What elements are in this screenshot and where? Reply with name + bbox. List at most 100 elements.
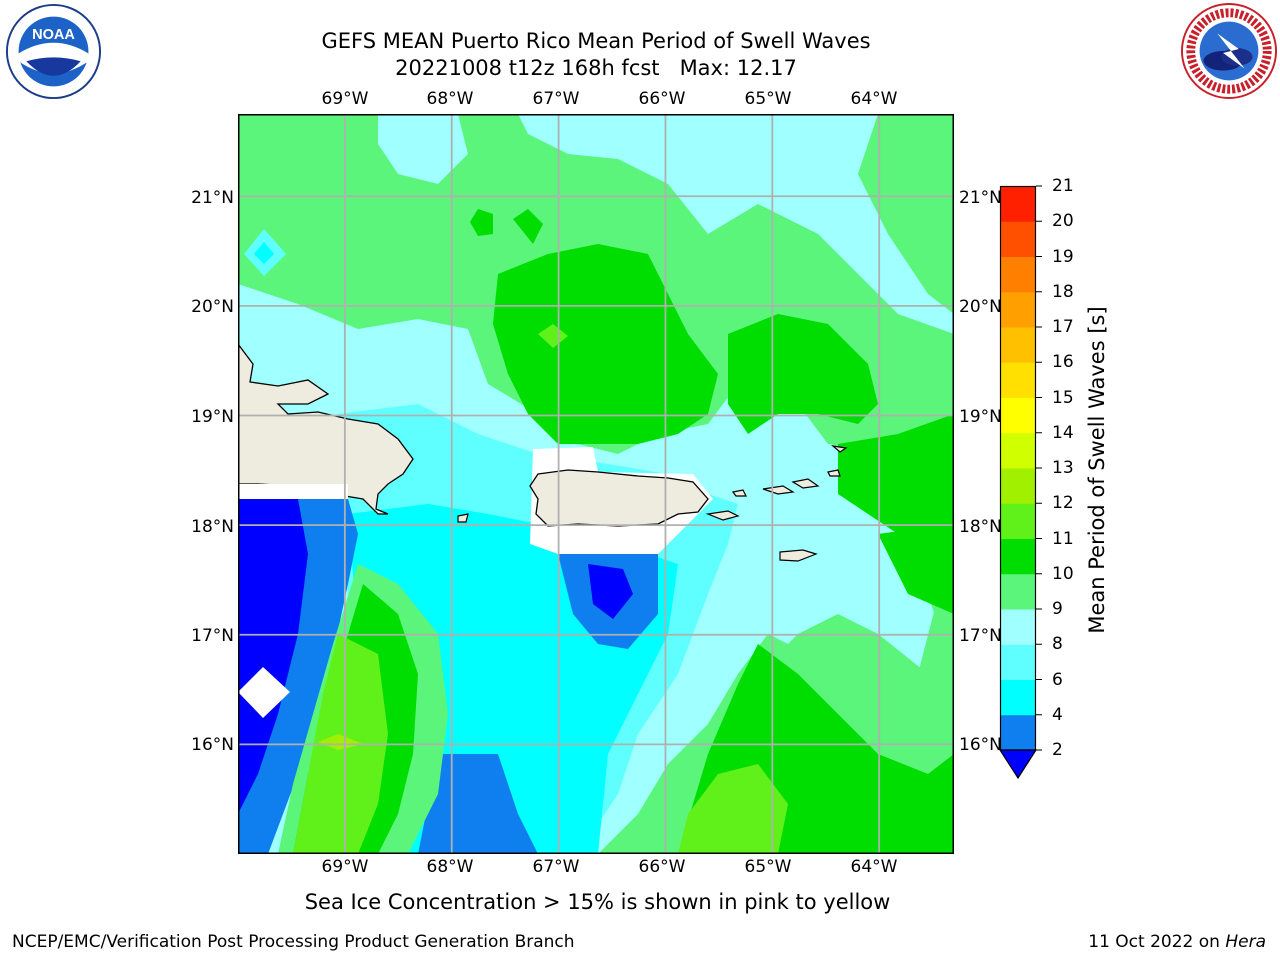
lon-tick-top: 66°W — [638, 89, 686, 109]
colorbar-tick-label: 16 — [1052, 352, 1074, 373]
lon-tick-bottom: 65°W — [744, 857, 792, 877]
sea-ice-footnote: Sea Ice Concentration > 15% is shown in … — [304, 890, 891, 914]
puerto-rico-landmass — [529, 469, 709, 527]
contour-band-8-9 — [518, 114, 954, 334]
colorbar-tick-label: 15 — [1052, 387, 1074, 408]
colorbar-tick-label: 20 — [1052, 211, 1074, 232]
colorbar-tick-label: 6 — [1052, 669, 1063, 690]
map-frame-border — [238, 114, 954, 854]
colorbar-cell — [1000, 432, 1036, 469]
contour-band-10-11 — [878, 524, 954, 614]
colorbar-cell — [1000, 221, 1036, 257]
lon-tick-top: 65°W — [744, 89, 792, 109]
lat-tick-right: 21°N — [959, 188, 1002, 208]
lon-tick-bottom: 64°W — [850, 857, 898, 877]
colorbar-tick-label: 2 — [1052, 740, 1063, 760]
colorbar-cell — [1000, 327, 1036, 363]
contour-band-10-11 — [513, 209, 543, 244]
lon-tick-top: 68°W — [426, 89, 474, 109]
credit-branch: NCEP/EMC/Verification Post Processing Pr… — [12, 932, 575, 952]
colorbar-cell — [1000, 362, 1036, 398]
lat-tick-right: 19°N — [959, 407, 1002, 427]
colorbar-tick-label: 10 — [1052, 563, 1074, 584]
contour-band-10-11 — [493, 244, 718, 444]
colorbar-cell — [1000, 609, 1036, 645]
colorbar-tick-label: 18 — [1052, 281, 1074, 302]
lat-tick-left: 18°N — [191, 517, 234, 537]
lon-tick-bottom: 67°W — [532, 857, 580, 877]
lon-tick-top: 67°W — [532, 89, 580, 109]
chart-subtitle: 20221008 t12z 168h fcst Max: 12.17 — [395, 56, 797, 80]
contour-band-10-11 — [838, 414, 954, 564]
lat-tick-right: 16°N — [959, 735, 1002, 755]
colorbar-cell — [1000, 644, 1036, 680]
lat-tick-right: 20°N — [959, 297, 1002, 317]
contour-band-10-11 — [470, 209, 493, 236]
virgin-gorda-island — [827, 469, 841, 477]
colorbar-cell — [1000, 714, 1036, 751]
colorbar-title: Mean Period of Swell Waves [s] — [1085, 306, 1109, 634]
colorbar-cell — [1000, 573, 1036, 610]
contour-band-4-6 — [254, 242, 274, 264]
contour-band-below-2 — [588, 564, 633, 619]
colorbar-cell — [1000, 291, 1036, 328]
colorbar-cell — [1000, 538, 1036, 575]
lon-tick-top: 64°W — [850, 89, 898, 109]
vieques-island — [705, 510, 740, 521]
colorbar-tick-label: 12 — [1052, 493, 1074, 514]
colorbar-border — [999, 185, 1037, 751]
tortola-island — [791, 478, 820, 489]
contour-band-11-12 — [678, 764, 788, 854]
culebra-island — [731, 489, 747, 497]
contour-band-2-4 — [418, 754, 538, 854]
lat-tick-left: 17°N — [191, 626, 234, 646]
contour-band-8-9 — [378, 114, 468, 184]
lon-tick-bottom: 66°W — [638, 857, 686, 877]
colorbar-cell — [1000, 679, 1036, 716]
map-svg — [238, 114, 954, 854]
lat-tick-left: 21°N — [191, 188, 234, 208]
colorbar-under-arrow — [998, 749, 1038, 780]
lat-tick-right: 18°N — [959, 517, 1002, 537]
lon-tick-bottom: 68°W — [426, 857, 474, 877]
colorbar-cell — [1000, 503, 1036, 539]
lon-tick-bottom: 69°W — [321, 857, 369, 877]
colorbar-tick-label: 4 — [1052, 704, 1063, 725]
colorbar-tick-label: 8 — [1052, 634, 1063, 655]
map-gridlines — [238, 114, 954, 854]
colorbar-cell — [1000, 186, 1036, 222]
colorbar-tick-label: 19 — [1052, 246, 1074, 267]
chart-title: GEFS MEAN Puerto Rico Mean Period of Swe… — [321, 29, 871, 53]
colorbar-tick-label: 17 — [1052, 317, 1074, 337]
hispaniola-mask — [238, 484, 348, 499]
missing-data-diamond — [238, 667, 290, 718]
colorbar-cell — [1000, 397, 1036, 434]
mona-island — [457, 513, 469, 523]
anegada-island — [831, 445, 848, 453]
contour-band-10-11 — [728, 314, 878, 434]
noaa-logo-text: NOAA — [32, 27, 75, 43]
contour-band-below-2 — [238, 499, 308, 814]
contour-band-12-13 — [318, 734, 363, 750]
lat-tick-right: 17°N — [959, 626, 1002, 646]
colorbar-cells — [998, 185, 1042, 780]
credit-date-text: 11 Oct 2022 on — [1088, 932, 1226, 952]
contour-band-9-10 — [858, 114, 954, 314]
colorbar-tick-label: 21 — [1052, 176, 1074, 196]
nws-logo — [1180, 2, 1278, 100]
lon-tick-top: 69°W — [321, 89, 369, 109]
st-croix-island — [779, 549, 818, 562]
contour-band-11-12 — [538, 324, 568, 348]
colorbar — [998, 185, 1042, 780]
noaa-logo: NOAA — [5, 3, 102, 100]
swell-period-map — [238, 114, 954, 854]
lat-tick-left: 19°N — [191, 407, 234, 427]
colorbar-cell — [1000, 256, 1036, 293]
lat-tick-left: 20°N — [191, 297, 234, 317]
colorbar-tick-label: 9 — [1052, 599, 1063, 619]
colorbar-tick-label: 14 — [1052, 422, 1074, 443]
credit-date: 11 Oct 2022 on Hera — [1088, 932, 1266, 952]
credit-host: Hera — [1225, 932, 1266, 952]
colorbar-cell — [1000, 468, 1036, 504]
lat-tick-left: 16°N — [191, 735, 234, 755]
